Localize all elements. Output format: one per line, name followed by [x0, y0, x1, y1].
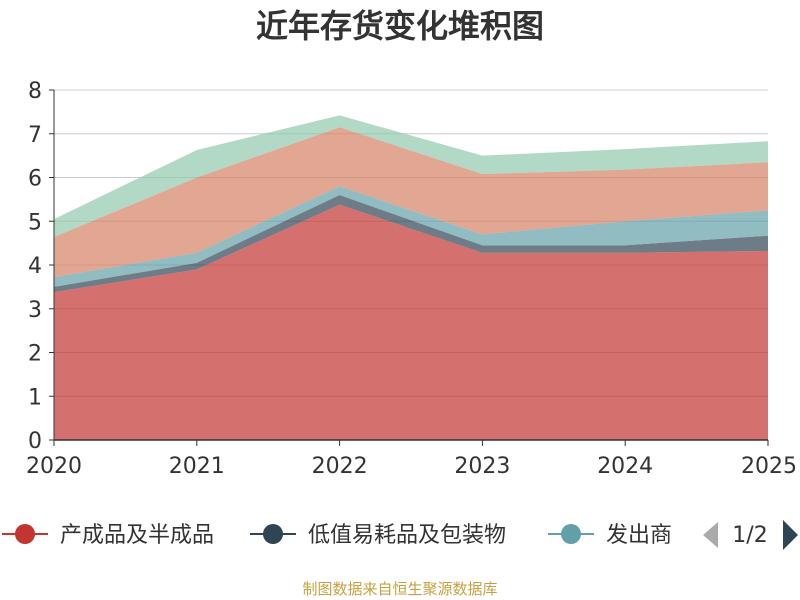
legend-label: 发出商 [606, 523, 672, 548]
x-tick-label-2024: 2024 [597, 454, 653, 479]
legend-label: 产成品及半成品 [60, 523, 214, 548]
legend-marker [561, 524, 581, 544]
y-tick-label-4: 4 [28, 254, 42, 279]
area-series-5 [54, 115, 768, 237]
area-series-3 [54, 186, 768, 287]
legend-prev-page-icon[interactable] [703, 522, 718, 548]
legend-item-1[interactable]: 产成品及半成品 [2, 523, 214, 548]
x-tick-label-2025: 2025 [741, 454, 797, 479]
y-tick-label-5: 5 [28, 210, 42, 235]
source-note: 制图数据来自恒生聚源数据库 [302, 580, 497, 598]
y-tick-label-0: 0 [28, 429, 42, 454]
x-tick-label-2021: 2021 [169, 454, 225, 479]
y-tick-label-2: 2 [28, 342, 42, 367]
legend-item-3[interactable]: 发出商 [548, 523, 672, 548]
area-series-4 [54, 127, 768, 278]
stacked-areas [54, 115, 768, 440]
legend-item-2[interactable]: 低值易耗品及包装物 [250, 523, 506, 548]
y-tick-label-8: 8 [28, 79, 42, 104]
area-series-1 [54, 204, 768, 440]
legend-page-indicator: 1/2 [732, 523, 767, 548]
y-tick-label-1: 1 [28, 385, 42, 410]
x-tick-label-2020: 2020 [26, 454, 82, 479]
legend-label: 低值易耗品及包装物 [308, 523, 506, 548]
legend-marker [263, 524, 283, 544]
legend: 产成品及半成品 低值易耗品及包装物 发出商 1/2 [2, 520, 798, 550]
y-tick-label-6: 6 [28, 167, 42, 192]
x-tick-label-2022: 2022 [312, 454, 368, 479]
y-tick-label-7: 7 [28, 123, 42, 148]
y-tick-label-3: 3 [28, 298, 42, 323]
legend-marker [15, 524, 35, 544]
legend-next-page-icon[interactable] [783, 520, 798, 550]
chart-title: 近年存货变化堆积图 [256, 7, 544, 45]
y-axis-label: 亿元 [0, 102, 3, 138]
axes: 0 1 2 3 4 5 6 7 8 2020 2021 2022 2023 2024 2025 [26, 79, 797, 479]
x-tick-label-2023: 2023 [454, 454, 510, 479]
